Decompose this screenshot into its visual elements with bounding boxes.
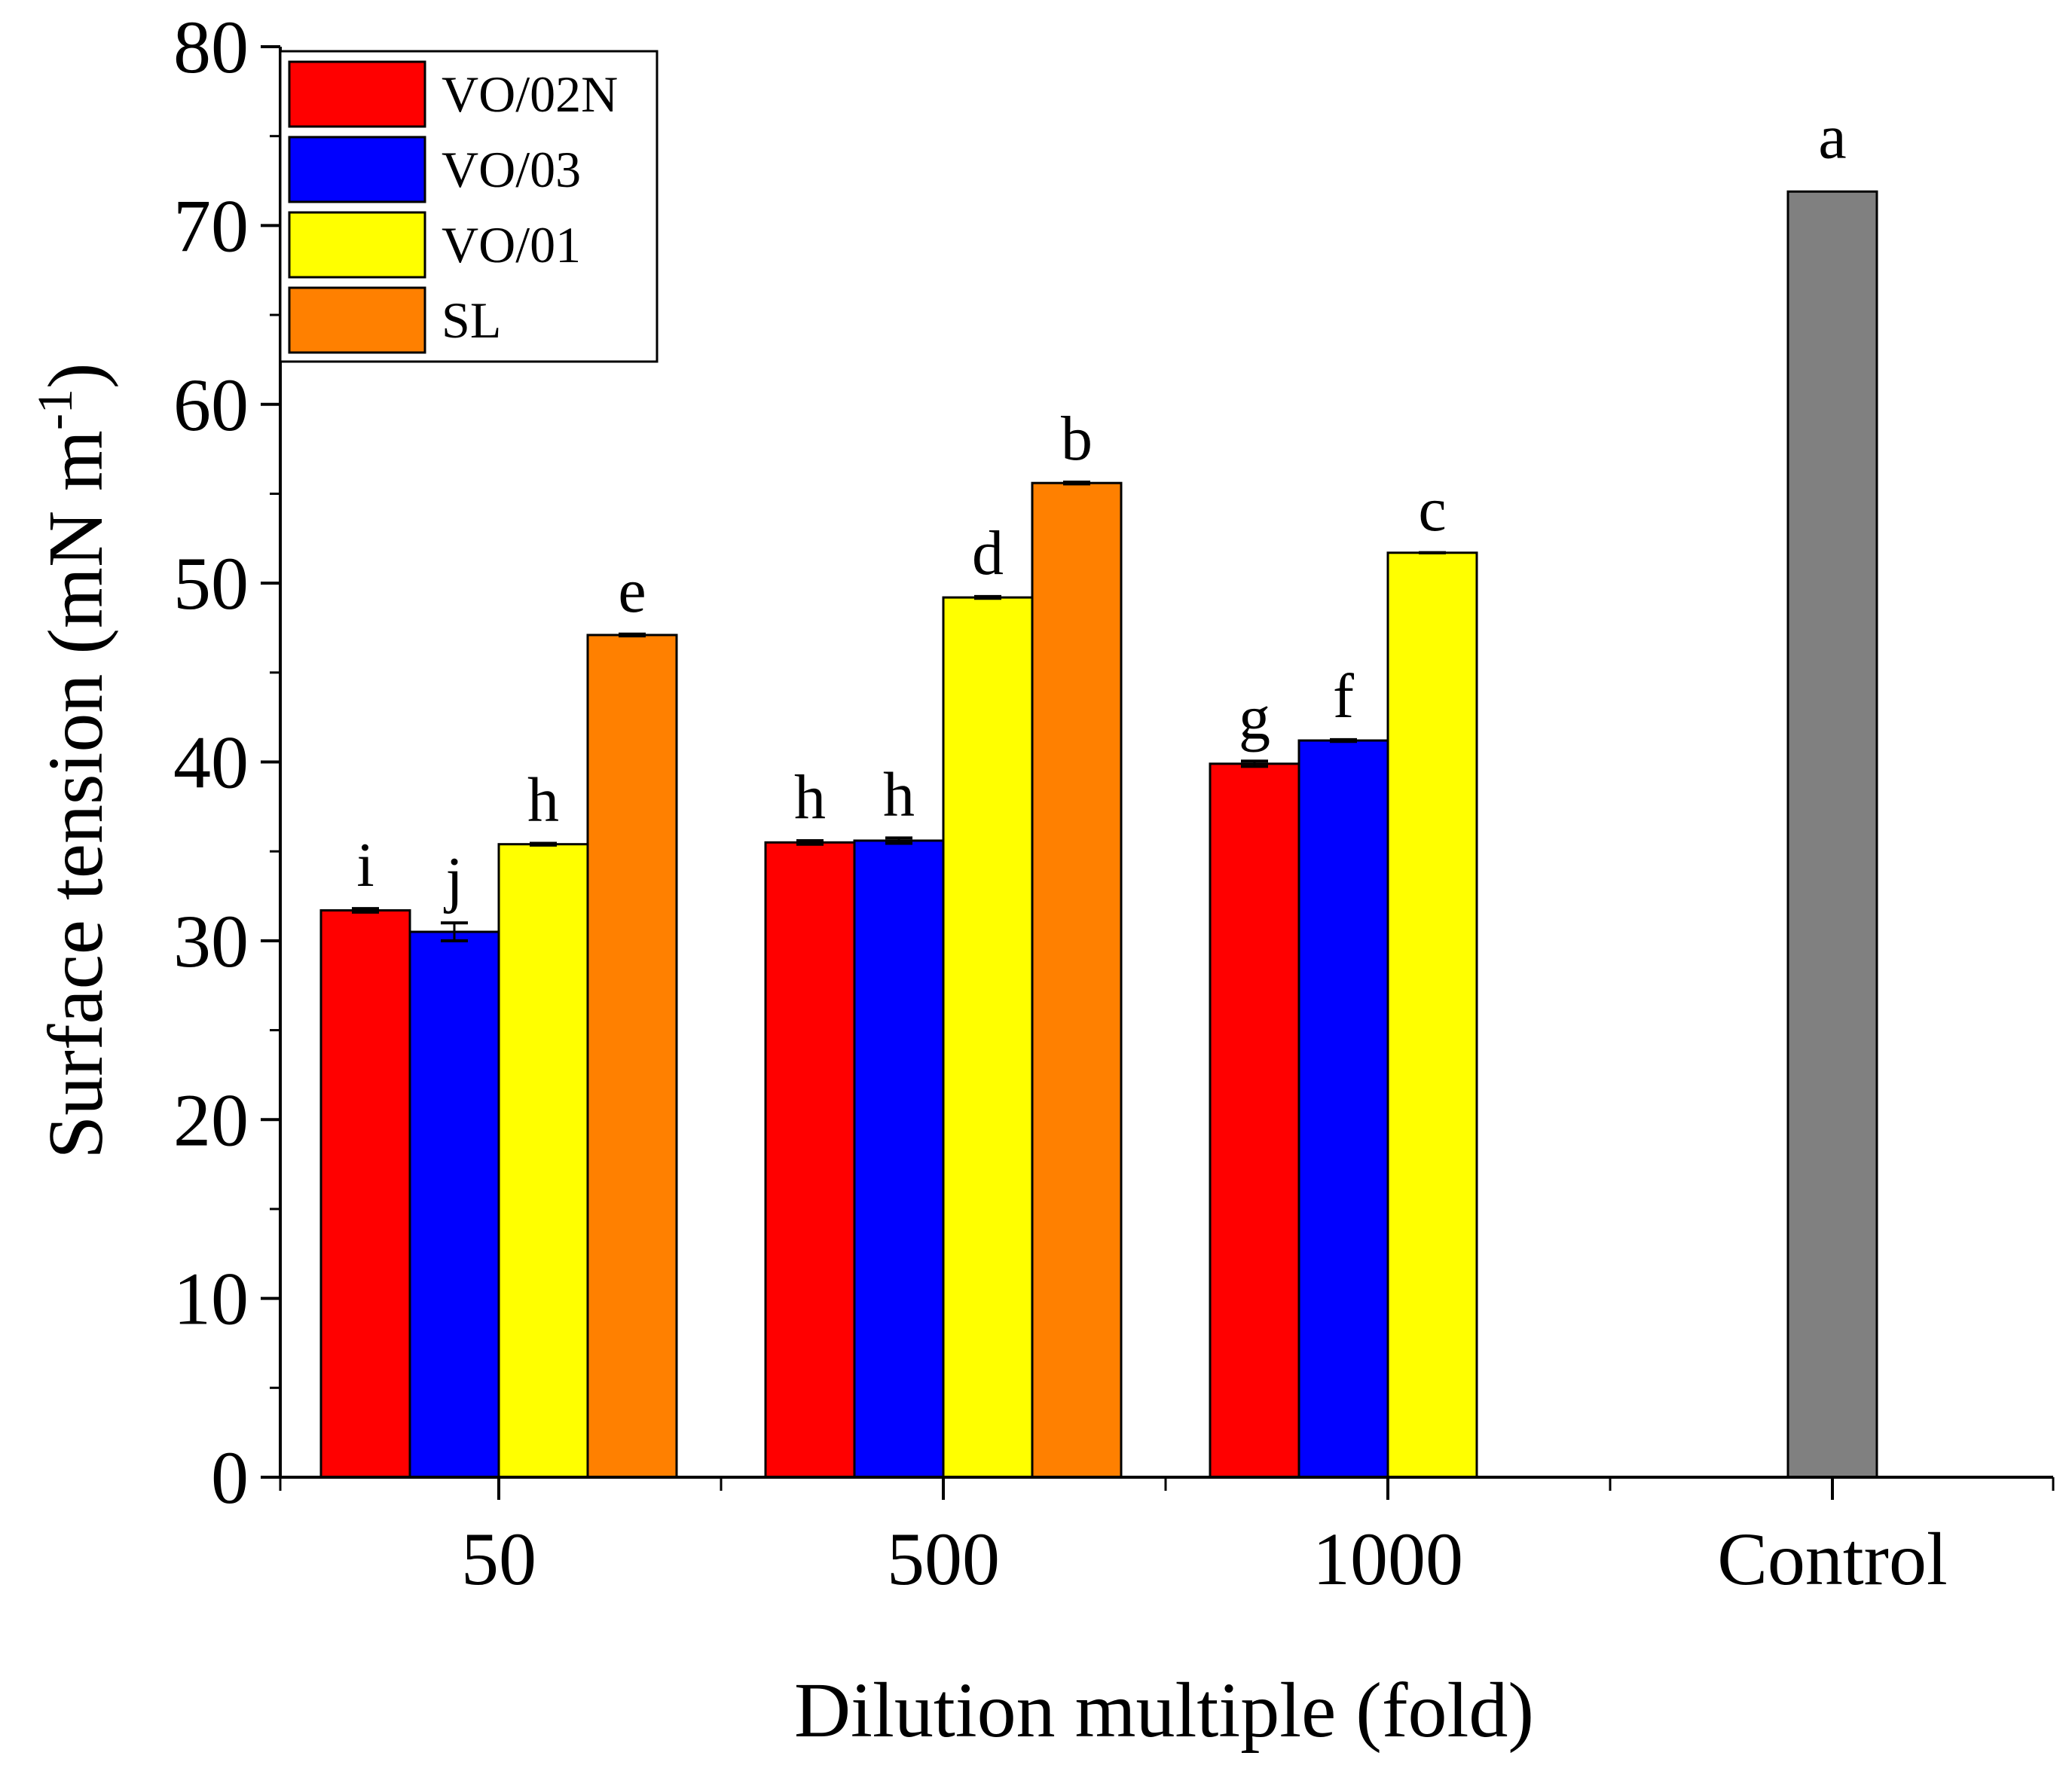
bar-vo-01-500 [942,596,1034,1479]
y-axis-title: Surface tension (mN m-1) [28,362,119,1159]
axes-layer: 0 10 20 30 40 50 60 70 80 50 500 1000 Control [173,5,2055,1601]
significance-label: b [1061,404,1093,474]
bar-vo-03-1000 [1297,739,1389,1479]
y-tick-label: 80 [173,5,249,89]
bar-vo-02n-50 [319,909,411,1479]
y-tick-label: 50 [173,542,249,625]
y-tick-label: 0 [211,1436,249,1519]
significance-label: j [443,844,463,915]
y-axis-title-close: ) [32,362,119,389]
y-tick-label: 70 [173,184,249,267]
bar-sl-500 [1031,481,1123,1479]
significance-label: h [794,762,826,832]
legend-swatch [288,286,426,354]
bar-vo-02n-1000 [1209,762,1300,1479]
bar-vo-03-50 [408,930,500,1479]
y-tick-label: 30 [173,899,249,983]
significance-label: c [1418,475,1446,545]
significance-label: i [356,830,374,900]
significance-label: a [1818,102,1846,172]
significance-label: h [883,759,915,829]
significance-label: d [972,518,1004,588]
y-tick-label: 40 [173,721,249,805]
bars-layer [319,190,1878,1479]
y-tick-label: 20 [173,1078,249,1162]
x-tick-label: 50 [461,1517,536,1601]
bar-vo-02n-500 [764,841,856,1479]
y-tick-label: 60 [173,363,249,447]
significance-label: g [1239,682,1270,753]
bar-vo-03-500 [853,839,945,1479]
legend: VO/02N VO/03 VO/01 SL [279,50,659,363]
significance-label: f [1333,661,1354,731]
legend-label: SL [442,292,501,349]
x-tick-label: Control [1717,1517,1948,1601]
bar-vo-01-50 [497,843,589,1479]
legend-swatch [288,60,426,128]
bar-control [1786,190,1878,1479]
significance-label: h [527,765,559,835]
legend-swatch [288,211,426,279]
bar-sl-50 [586,634,678,1479]
legend-swatch [288,136,426,203]
y-axis-title-main: Surface tension (mN m [32,430,119,1159]
legend-label: VO/02N [442,66,618,123]
bar-vo-01-1000 [1386,551,1478,1479]
significance-label: e [618,556,646,626]
y-axis-title-superscript: -1 [28,389,83,430]
legend-label: VO/01 [442,216,581,273]
y-tick-label: 10 [173,1257,249,1341]
legend-label: VO/03 [442,141,581,198]
x-tick-label: 500 [887,1517,1000,1601]
x-axis-title: Dilution multiple (fold) [794,1667,1534,1754]
x-tick-label: 1000 [1313,1517,1463,1601]
